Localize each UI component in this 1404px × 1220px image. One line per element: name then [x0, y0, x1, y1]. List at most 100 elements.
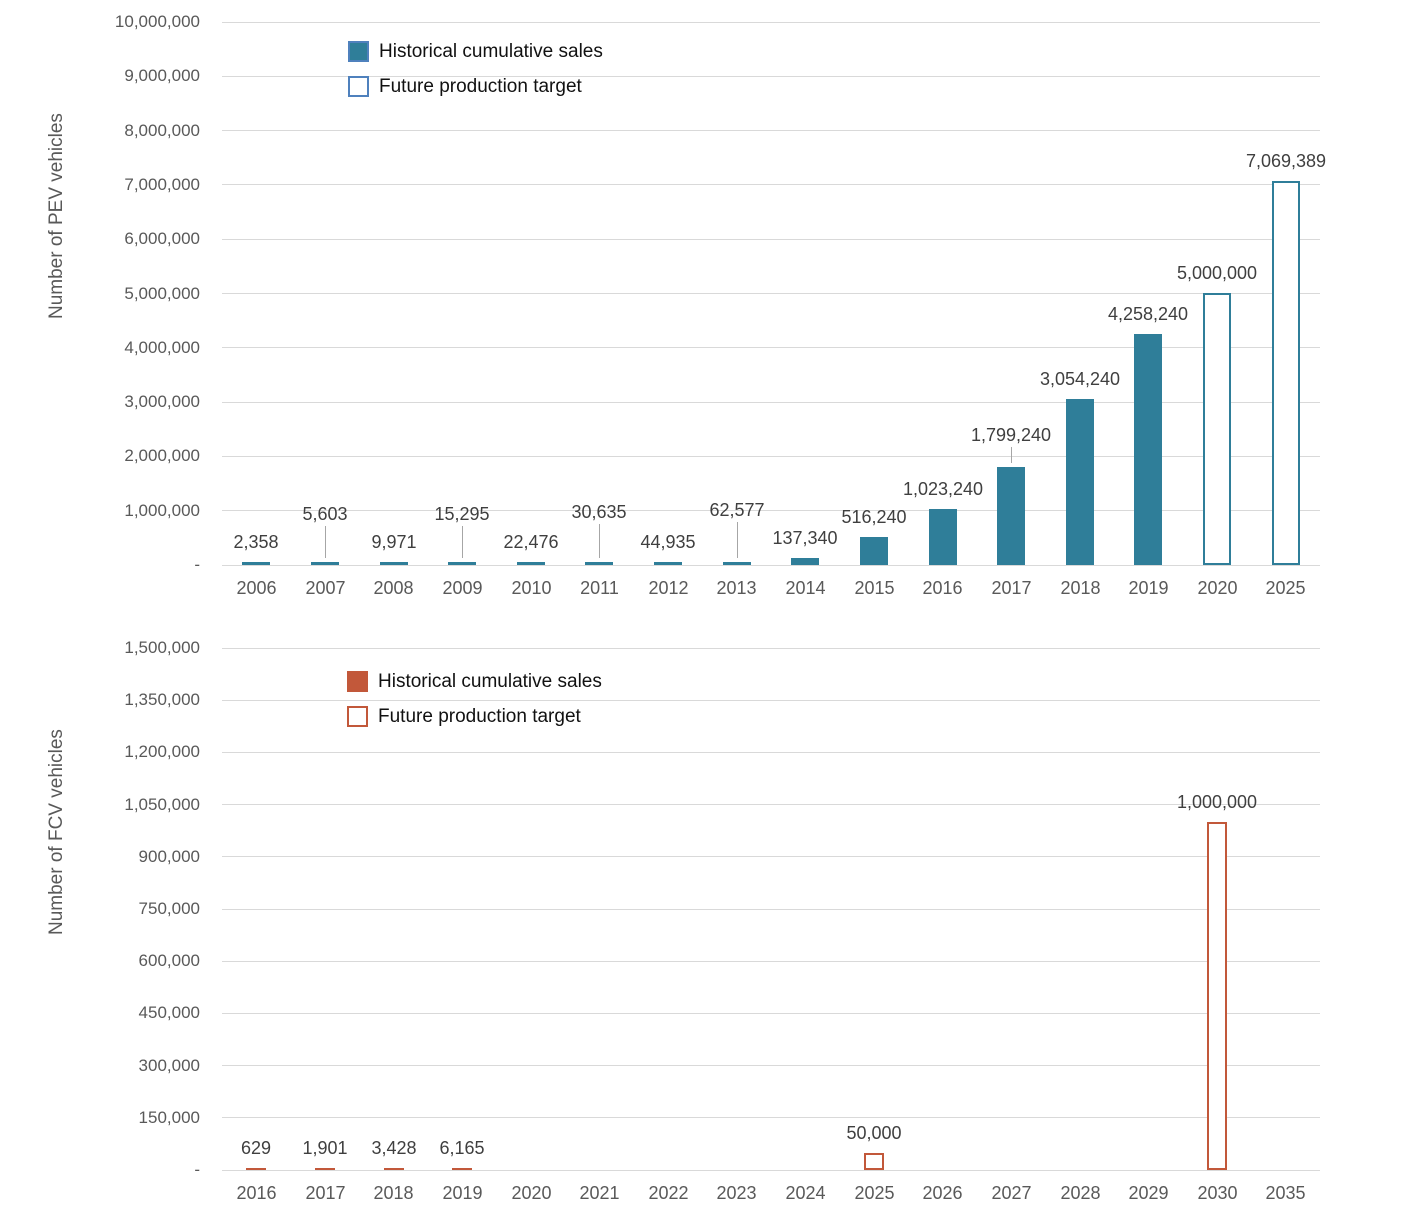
data-label: 516,240: [841, 507, 907, 527]
x-axis-tick-label: 2021: [579, 1183, 620, 1203]
y-axis-tick-label: 2,000,000: [124, 446, 200, 466]
y-axis-tick-label: 10,000,000: [114, 12, 200, 31]
filled-square-icon: [347, 671, 368, 692]
label-leader-line: [737, 522, 738, 558]
x-axis-tick-label: 2017: [991, 578, 1032, 598]
historical-sales-bar: [997, 467, 1025, 565]
label-leader-line: [1011, 447, 1012, 463]
data-label: 50,000: [846, 1123, 902, 1143]
data-label: 9,971: [371, 532, 417, 552]
x-axis-tick-label: 2013: [716, 578, 757, 598]
historical-sales-bar: [448, 562, 476, 565]
x-axis-tick-label: 2025: [854, 1183, 895, 1203]
data-label: 30,635: [571, 502, 627, 522]
data-label: 5,000,000: [1176, 263, 1258, 283]
historical-sales-bar: [1134, 334, 1162, 565]
y-axis-tick-label: 8,000,000: [124, 120, 200, 140]
historical-sales-bar: [860, 537, 888, 565]
future-target-bar: [1272, 181, 1300, 565]
data-label: 5,603: [302, 504, 348, 524]
legend-label: Future production target: [378, 705, 581, 727]
legend-label: Historical cumulative sales: [378, 670, 602, 692]
y-axis-tick-label: 4,000,000: [124, 337, 200, 357]
x-axis-tick-label: 2030: [1197, 1183, 1238, 1203]
x-axis-tick-label: 2019: [442, 1183, 483, 1203]
x-axis-tick-label: 2020: [511, 1183, 552, 1203]
historical-sales-bar: [585, 562, 613, 565]
x-axis-tick-label: 2008: [373, 578, 414, 598]
data-label: 62,577: [709, 500, 765, 520]
historical-sales-bar: [791, 558, 819, 565]
label-leader-line: [462, 526, 463, 558]
data-label: 44,935: [640, 532, 696, 552]
data-label: 22,476: [503, 532, 559, 552]
x-axis-tick-label: 2026: [922, 1183, 963, 1203]
data-label: 2,358: [233, 532, 279, 552]
y-axis-tick-label: 6,000,000: [124, 229, 200, 249]
gridline: [222, 184, 1320, 186]
data-label: 1,023,240: [902, 479, 984, 499]
y-axis-tick-label: 150,000: [138, 1107, 200, 1127]
gridline: [222, 21, 1320, 23]
outline-square-icon: [347, 706, 368, 727]
historical-sales-bar: [1066, 399, 1094, 565]
y-axis-tick-label: 3,000,000: [124, 392, 200, 412]
data-label: 6,165: [439, 1138, 485, 1158]
historical-sales-bar: [242, 562, 270, 565]
gridline: [222, 1012, 1320, 1014]
x-axis-tick-label: 2035: [1265, 1183, 1306, 1203]
y-axis-tick-label: 9,000,000: [124, 66, 200, 86]
gridline: [222, 401, 1320, 403]
gridline: [222, 1065, 1320, 1067]
x-axis-tick-label: 2029: [1128, 1183, 1169, 1203]
y-axis-tick-label: 1,050,000: [124, 794, 200, 814]
data-label: 1,000,000: [1176, 792, 1258, 812]
x-axis-tick-label: 2011: [580, 578, 619, 598]
gridline: [222, 856, 1320, 858]
historical-sales-bar: [723, 562, 751, 565]
gridline: [222, 75, 1320, 77]
label-leader-line: [325, 526, 326, 558]
data-label: 1,799,240: [970, 425, 1052, 445]
historical-sales-bar: [929, 509, 957, 565]
historical-sales-bar: [315, 1168, 335, 1170]
historical-sales-bar: [654, 562, 682, 565]
y-axis-tick-label: -: [194, 555, 200, 574]
y-axis-tick-label: 7,000,000: [124, 174, 200, 194]
gridline: [222, 293, 1320, 294]
historical-sales-bar: [246, 1168, 266, 1170]
gridline: [222, 130, 1320, 132]
outline-square-icon: [348, 76, 369, 97]
historical-sales-bar: [517, 562, 545, 565]
historical-sales-bar: [380, 562, 408, 565]
gridline: [222, 1117, 1320, 1119]
gridline: [222, 238, 1320, 240]
gridline: [222, 960, 1320, 962]
gridline: [222, 751, 1320, 753]
gridline: [222, 564, 1320, 566]
x-axis-tick-label: 2022: [648, 1183, 689, 1203]
historical-sales-bar: [384, 1168, 404, 1170]
x-axis-tick-label: 2028: [1060, 1183, 1101, 1203]
y-axis-tick-label: 5,000,000: [124, 283, 200, 303]
x-axis-tick-label: 2023: [716, 1183, 757, 1203]
label-leader-line: [599, 524, 600, 558]
legend-label: Historical cumulative sales: [379, 40, 603, 62]
data-label: 3,428: [371, 1138, 417, 1158]
x-axis-tick-label: 2012: [648, 578, 689, 598]
x-axis-tick-label: 2009: [442, 578, 483, 598]
y-axis-tick-label: 1,000,000: [124, 500, 200, 520]
gridline: [222, 699, 1320, 701]
legend-item-historical: Historical cumulative sales: [347, 664, 602, 699]
data-label: 3,054,240: [1039, 369, 1121, 389]
pev-legend: Historical cumulative sales Future produ…: [348, 34, 603, 104]
data-label: 15,295: [434, 504, 490, 524]
y-axis-tick-label: 750,000: [138, 899, 200, 918]
legend-item-historical: Historical cumulative sales: [348, 34, 603, 69]
data-label: 4,258,240: [1107, 304, 1189, 324]
legend-label: Future production target: [379, 75, 582, 97]
x-axis-tick-label: 2007: [305, 578, 346, 598]
x-axis-tick-label: 2018: [1060, 578, 1101, 598]
y-axis-tick-label: 900,000: [138, 846, 200, 866]
